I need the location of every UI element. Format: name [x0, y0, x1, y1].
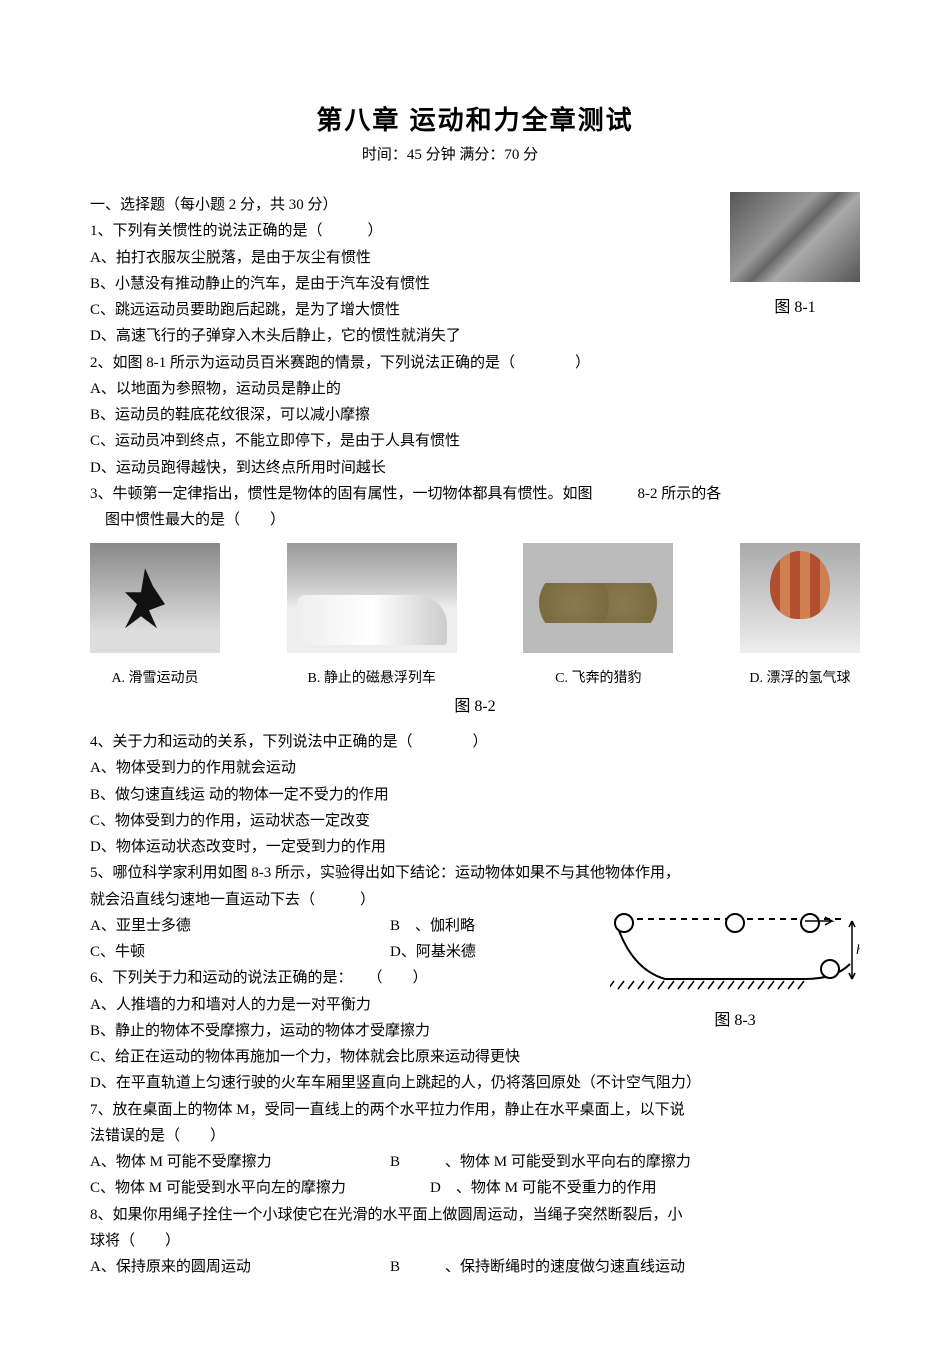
q2-option-d: D、运动员跑得越快，到达终点所用时间越长 — [90, 455, 860, 481]
runners-image — [730, 192, 860, 282]
figure-8-1: 图 8-1 — [730, 192, 860, 322]
q8-line1: 8、如果你用绳子拴住一个小球使它在光滑的水平面上做圆周运动，当绳子突然断裂后，小 — [90, 1202, 860, 1228]
q7-row-cd: C、物体 M 可能受到水平向左的摩擦力 D 、物体 M 可能不受重力的作用 — [90, 1175, 860, 1201]
page-title: 第八章 运动和力全章测试 — [90, 100, 860, 137]
q8-option-b: B 、保持断绳时的速度做匀速直线运动 — [390, 1254, 685, 1280]
page-subtitle: 时间：45 分钟 满分：70 分 — [90, 143, 860, 164]
q2-option-b: B、运动员的鞋底花纹很深，可以减小摩擦 — [90, 402, 860, 428]
q7-row-ab: A、物体 M 可能不受摩擦力 B 、物体 M 可能受到水平向右的摩擦力 — [90, 1149, 860, 1175]
skier-image — [90, 543, 220, 653]
q2-stem: 2、如图 8-1 所示为运动员百米赛跑的情景，下列说法正确的是（ ） — [90, 350, 860, 376]
q5-row-cd: C、牛顿 D、阿基米德 — [90, 939, 600, 965]
balloon-image — [740, 543, 860, 653]
q4-stem: 4、关于力和运动的关系，下列说法中正确的是（ ） — [90, 729, 860, 755]
q6-option-d: D、在平直轨道上匀速行驶的火车车厢里竖直向上跳起的人，仍将落回原处（不计空气阻力… — [90, 1070, 860, 1096]
q5-option-d: D、阿基米德 — [390, 939, 476, 965]
q5-option-b: B 、伽利略 — [390, 913, 475, 939]
q7-line2: 法错误的是（ ） — [90, 1123, 860, 1149]
figure-8-2-a: A. 滑雪运动员 — [90, 543, 220, 691]
q4-option-a: A、物体受到力的作用就会运动 — [90, 755, 860, 781]
cheetah-image — [523, 543, 673, 653]
q2-option-a: A、以地面为参照物，运动员是静止的 — [90, 376, 860, 402]
figure-8-3: h 图 8-3 — [610, 909, 860, 1035]
figure-8-1-caption: 图 8-1 — [730, 294, 860, 322]
q5-option-c: C、牛顿 — [90, 939, 390, 965]
q2-option-c: C、运动员冲到终点，不能立即停下，是由于人具有惯性 — [90, 428, 860, 454]
q8-row-ab: A、保持原来的圆周运动 B 、保持断绳时的速度做匀速直线运动 — [90, 1254, 860, 1280]
train-image — [287, 543, 457, 653]
q5-option-a: A、亚里士多德 — [90, 913, 390, 939]
q5-line1: 5、哪位科学家利用如图 8-3 所示，实验得出如下结论：运动物体如果不与其他物体… — [90, 860, 860, 886]
figure-8-2-caption: 图 8-2 — [90, 693, 860, 721]
q4-option-d: D、物体运动状态改变时，一定受到力的作用 — [90, 834, 860, 860]
q7-option-c: C、物体 M 可能受到水平向左的摩擦力 — [90, 1175, 430, 1201]
figure-8-3-caption: 图 8-3 — [610, 1007, 860, 1035]
h-label: h — [856, 943, 860, 958]
q7-option-a: A、物体 M 可能不受摩擦力 — [90, 1149, 390, 1175]
q8-option-a: A、保持原来的圆周运动 — [90, 1254, 390, 1280]
q6-option-c: C、给正在运动的物体再施加一个力，物体就会比原来运动得更快 — [90, 1044, 860, 1070]
q5-row-ab: A、亚里士多德 B 、伽利略 — [90, 913, 600, 939]
q7-option-d: D 、物体 M 可能不受重力的作用 — [430, 1175, 657, 1201]
q4-option-c: C、物体受到力的作用，运动状态一定改变 — [90, 808, 860, 834]
figure-8-2-c: C. 飞奔的猎豹 — [523, 543, 673, 691]
q3-line2: 图中惯性最大的是（ ） — [90, 507, 860, 533]
q8-line2: 球将（ ） — [90, 1228, 860, 1254]
q3-option-b: B. 静止的磁悬浮列车 — [287, 667, 457, 692]
q4-option-b: B、做匀速直线运 动的物体一定不受力的作用 — [90, 782, 860, 808]
q1-option-d: D、高速飞行的子弹穿入木头后静止，它的惯性就消失了 — [90, 323, 860, 349]
figure-8-2-d: D. 漂浮的氢气球 — [740, 543, 860, 691]
q7-line1: 7、放在桌面上的物体 M，受同一直线上的两个水平拉力作用，静止在水平桌面上，以下… — [90, 1097, 860, 1123]
figure-8-2-row: A. 滑雪运动员 B. 静止的磁悬浮列车 C. 飞奔的猎豹 D. 漂浮的氢气球 — [90, 543, 860, 691]
q3-line1: 3、牛顿第一定律指出，惯性是物体的固有属性，一切物体都具有惯性。如图 8-2 所… — [90, 481, 860, 507]
q3-option-c: C. 飞奔的猎豹 — [523, 667, 673, 692]
q3-option-a: A. 滑雪运动员 — [90, 667, 220, 692]
ramp-diagram-svg: h — [610, 909, 860, 1004]
q7-option-b: B 、物体 M 可能受到水平向右的摩擦力 — [390, 1149, 691, 1175]
figure-8-2-b: B. 静止的磁悬浮列车 — [287, 543, 457, 691]
q3-option-d: D. 漂浮的氢气球 — [740, 667, 860, 692]
